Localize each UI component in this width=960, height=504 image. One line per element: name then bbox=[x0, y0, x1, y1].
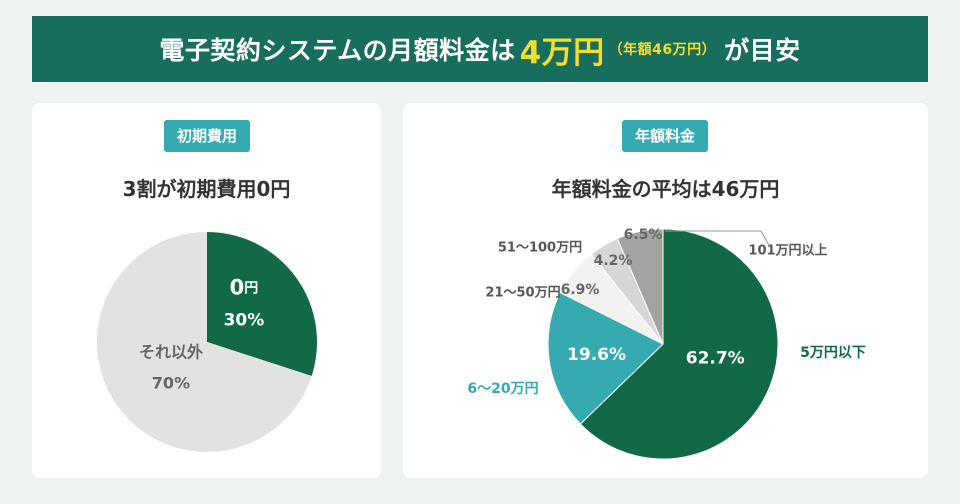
slice-label-4: 101万円以上 bbox=[748, 244, 827, 259]
headline-note: （年額46万円） bbox=[608, 42, 717, 58]
initial-cost-badge: 初期費用 bbox=[163, 120, 251, 152]
slice-label-3: 51〜100万円 bbox=[498, 241, 582, 256]
slice-label-0: 0円 bbox=[230, 275, 259, 299]
pie-slice-4 bbox=[616, 228, 664, 345]
slice-value-1: 70% bbox=[152, 374, 190, 393]
slice-label-1: それ以外 bbox=[139, 343, 203, 362]
slice-label-0: 5万円以下 bbox=[800, 345, 866, 361]
slice-value-0: 62.7% bbox=[686, 349, 745, 369]
slice-value-4: 6.5% bbox=[624, 227, 663, 243]
headline-banner: 電子契約システムの月額料金は 4万円 （年額46万円） が目安 bbox=[32, 16, 928, 82]
initial-cost-title: 3割が初期費用0円 bbox=[122, 177, 291, 201]
pie-slice-0 bbox=[207, 232, 318, 376]
headline-highlight: 4万円 bbox=[519, 34, 605, 71]
leader-line-4 bbox=[665, 230, 772, 250]
pie-slice-0 bbox=[579, 228, 779, 460]
headline-prefix: 電子契約システムの月額料金は bbox=[159, 36, 516, 65]
headline-suffix: が目安 bbox=[724, 36, 801, 65]
slice-label-1: 6〜20万円 bbox=[467, 381, 538, 397]
pie-slice-1 bbox=[547, 291, 664, 425]
annual-fee-title: 年額料金の平均は46万円 bbox=[551, 177, 780, 201]
annual-fee-badge: 年額料金 bbox=[621, 120, 709, 152]
slice-value-2: 6.9% bbox=[561, 282, 600, 298]
slice-label-2: 21〜50万円 bbox=[485, 286, 560, 301]
initial-cost-panel: 初期費用 3割が初期費用0円 0円 30% それ以外 70% bbox=[32, 103, 381, 478]
initial-cost-pie-chart: 0円 30% それ以外 70% bbox=[97, 232, 318, 452]
slice-value-3: 4.2% bbox=[594, 253, 633, 269]
annual-fee-pie-chart: 62.7% 19.6% 5万円以下 6〜20万円 6.9% 4.2% 6.5% 21〜50万円… bbox=[467, 227, 866, 460]
pie-slice-1 bbox=[97, 232, 312, 452]
slice-value-0: 30% bbox=[224, 310, 265, 330]
slice-value-1: 19.6% bbox=[567, 345, 626, 365]
annual-fee-panel: 年額料金 年額料金の平均は46万円 62.7% 19.6% 5万円以下 6〜20万円 6… bbox=[403, 103, 928, 478]
